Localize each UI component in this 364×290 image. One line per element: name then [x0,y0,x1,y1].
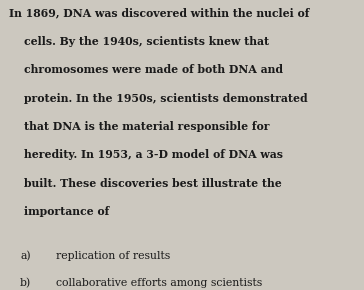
Text: built. These discoveries best illustrate the: built. These discoveries best illustrate… [9,178,282,189]
Text: protein. In the 1950s, scientists demonstrated: protein. In the 1950s, scientists demons… [9,93,308,104]
Text: cells. By the 1940s, scientists knew that: cells. By the 1940s, scientists knew tha… [9,36,269,47]
Text: heredity. In 1953, a 3-D model of DNA was: heredity. In 1953, a 3-D model of DNA wa… [9,149,283,160]
Text: chromosomes were made of both DNA and: chromosomes were made of both DNA and [9,64,283,75]
Text: collaborative efforts among scientists: collaborative efforts among scientists [56,278,263,287]
Text: a): a) [20,251,31,261]
Text: that DNA is the material responsible for: that DNA is the material responsible for [9,121,270,132]
Text: importance of: importance of [9,206,109,217]
Text: b): b) [20,278,31,288]
Text: replication of results: replication of results [56,251,171,260]
Text: In 1869, DNA was discovered within the nuclei of: In 1869, DNA was discovered within the n… [9,7,309,18]
